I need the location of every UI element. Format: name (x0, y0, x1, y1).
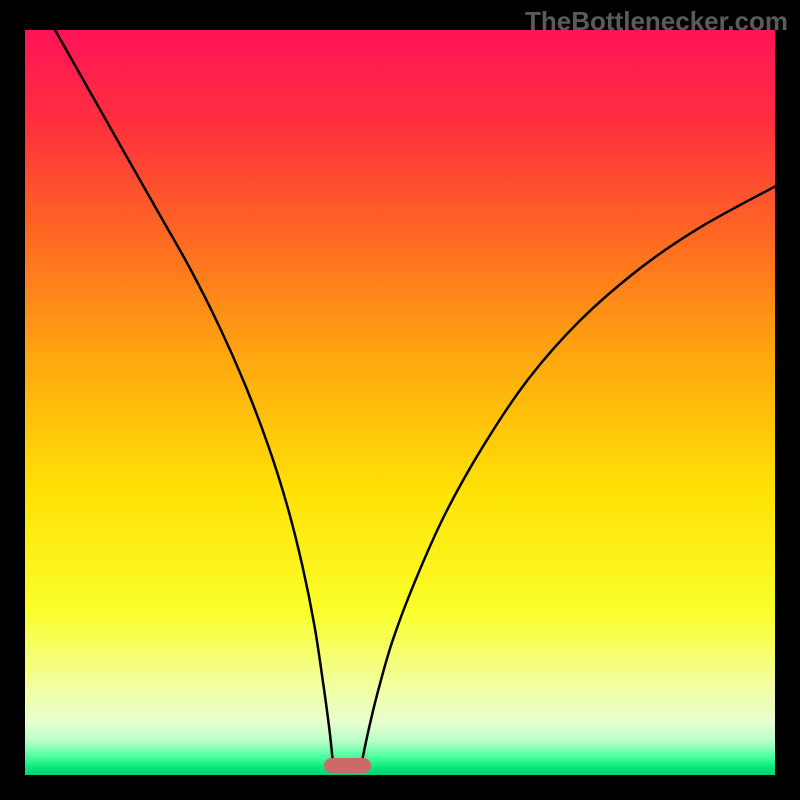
frame-border (775, 0, 800, 800)
left-curve (55, 30, 333, 759)
optimal-marker (324, 758, 371, 773)
right-curve (363, 186, 776, 758)
plot-area (25, 30, 775, 775)
bottleneck-curves (25, 30, 775, 775)
frame-border (0, 0, 25, 800)
watermark-text: TheBottlenecker.com (525, 6, 788, 37)
frame-border (0, 775, 800, 800)
